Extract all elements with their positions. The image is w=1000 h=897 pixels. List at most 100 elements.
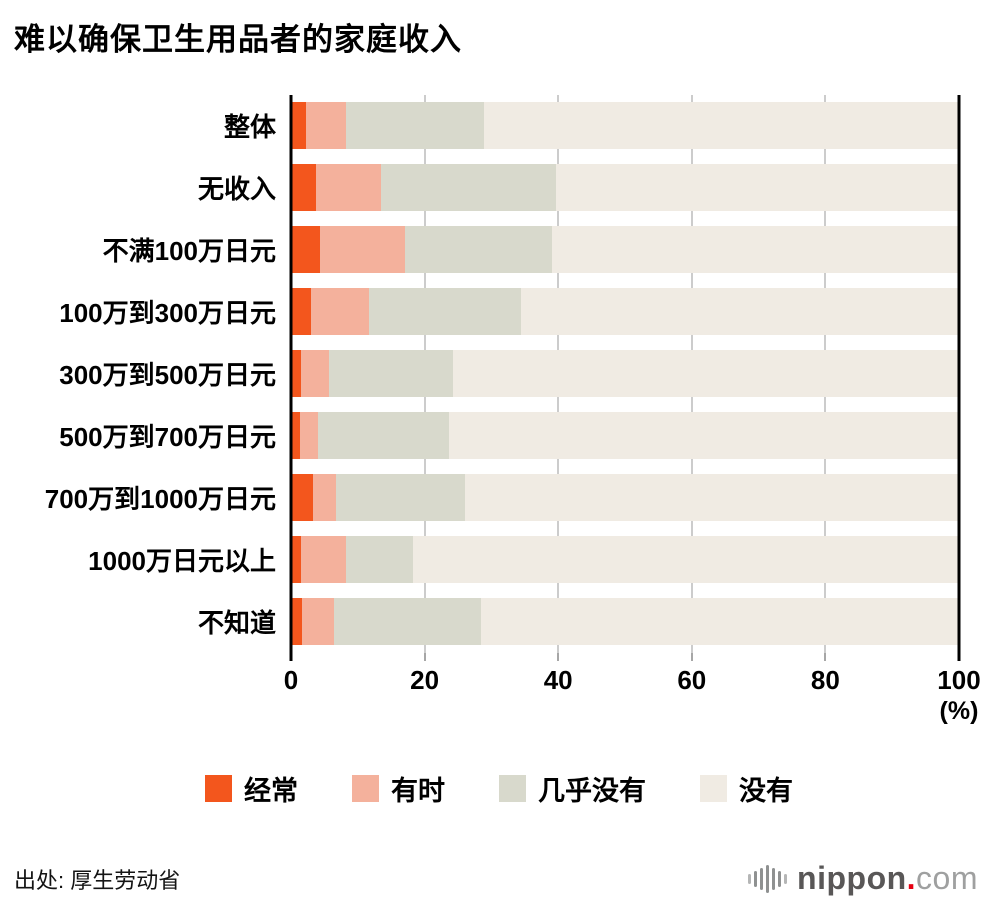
legend-swatch-sometimes [352, 775, 379, 802]
x-tick-label: 20 [410, 665, 440, 695]
x-tick-label: 40 [543, 665, 573, 695]
bar-row: 500万到700万日元 [14, 412, 984, 459]
bar-segment [291, 226, 320, 273]
bar-row: 整体 [14, 102, 984, 149]
category-label: 无收入 [197, 174, 276, 204]
bar-segment [521, 288, 959, 335]
bar-segment [291, 474, 314, 521]
bar-segment [315, 164, 382, 211]
bar-segment [291, 598, 303, 645]
bar-track [291, 164, 959, 211]
legend-swatch-often [205, 775, 232, 802]
bar-track [291, 288, 959, 335]
logo-brand: nippon [797, 860, 907, 896]
legend-swatch-rarely [499, 775, 526, 802]
bar-segment [484, 102, 959, 149]
x-tick-mark [957, 653, 961, 661]
bar-segment [336, 474, 465, 521]
bar-row: 无收入 [14, 164, 984, 211]
bar-track [291, 350, 959, 397]
stacked-bar-chart: 整体无收入不满100万日元 100万到300万日元 300万到500万日元 500万到… [14, 95, 984, 661]
bar-segment [405, 226, 553, 273]
x-tick-mark [557, 653, 560, 661]
bar-segment [291, 536, 302, 583]
logo-text: nippon. com [797, 860, 978, 897]
bar-segment [301, 350, 330, 397]
x-axis: 0 20 40 60 80 100 (%) [284, 665, 981, 725]
bar-row: 1000万日元以上 [14, 536, 984, 583]
bar-row: 不知道 [14, 598, 984, 645]
bar-segment [311, 288, 370, 335]
category-label: 不满100万日元 [102, 236, 276, 266]
bar-segment [291, 412, 300, 459]
bar-segment [453, 350, 959, 397]
category-label: 不知道 [197, 608, 276, 638]
x-tick-label: 60 [677, 665, 707, 695]
soundwave-icon [748, 864, 788, 893]
category-label: 整体 [223, 112, 276, 142]
bar-row: 300万到500万日元 [14, 350, 984, 397]
category-label: 1000万日元以上 [88, 546, 276, 576]
page-title: 难以确保卫生用品者的家庭收入 [14, 22, 462, 57]
bar-segment [291, 164, 316, 211]
bar-row: 700万到1000万日元 [14, 474, 984, 521]
x-tick-mark [690, 653, 693, 661]
bar-segment [346, 536, 414, 583]
bar-segment [552, 226, 959, 273]
legend-label: 几乎没有 [538, 776, 646, 806]
bar-segment [449, 412, 959, 459]
legend-label: 有时 [391, 776, 445, 806]
bar-segment [345, 102, 485, 149]
x-tick-label: 0 [283, 665, 299, 695]
bar-segment [329, 350, 454, 397]
x-tick-label: 100 [937, 665, 981, 695]
bar-segment [299, 412, 318, 459]
x-tick-mark [423, 653, 426, 661]
bar-track [291, 102, 959, 149]
bar-segment [291, 288, 312, 335]
legend-swatch-never [700, 775, 727, 802]
legend: 经常 有时 几乎没有 没有 [14, 769, 984, 808]
bar-segment [301, 536, 347, 583]
nippon-logo: nippon. com [748, 860, 978, 897]
source-text: 出处: 厚生劳动省 [14, 867, 181, 893]
bar-track [291, 474, 959, 521]
bar-track [291, 598, 959, 645]
category-label: 700万到1000万日元 [44, 484, 276, 514]
legend-label: 经常 [244, 776, 298, 806]
bar-segment [413, 536, 959, 583]
legend-item-rarely: 几乎没有 [499, 769, 646, 808]
bar-segment [313, 474, 337, 521]
legend-item-never: 没有 [700, 769, 793, 808]
x-tick-label: 80 [810, 665, 840, 695]
bar-segment [317, 412, 450, 459]
bar-segment [291, 350, 302, 397]
footer: 出处: 厚生劳动省 nippon. com [14, 860, 984, 897]
legend-item-sometimes: 有时 [352, 769, 445, 808]
bar-row: 不满100万日元 [14, 226, 984, 273]
bar-track [291, 412, 959, 459]
category-label: 100万到300万日元 [59, 298, 276, 328]
bar-segment [306, 102, 346, 149]
bar-segment [291, 102, 307, 149]
x-axis-unit-label: (%) [939, 697, 979, 725]
bar-segment [369, 288, 522, 335]
bar-segment [481, 598, 959, 645]
bar-segment [464, 474, 959, 521]
bar-segment [556, 164, 959, 211]
logo-tld: com [916, 860, 978, 896]
bar-rows: 整体无收入不满100万日元 100万到300万日元 300万到500万日元 500万到… [14, 95, 984, 653]
x-tick-mark [824, 653, 827, 661]
category-label: 300万到500万日元 [59, 360, 276, 390]
legend-label: 没有 [739, 776, 793, 806]
bar-track [291, 226, 959, 273]
bar-segment [381, 164, 557, 211]
bar-track [291, 536, 959, 583]
category-label: 500万到700万日元 [59, 422, 276, 452]
bar-segment [302, 598, 335, 645]
bar-row: 100万到300万日元 [14, 288, 984, 335]
legend-item-often: 经常 [205, 769, 298, 808]
bar-segment [334, 598, 482, 645]
logo-dot: . [906, 860, 917, 896]
